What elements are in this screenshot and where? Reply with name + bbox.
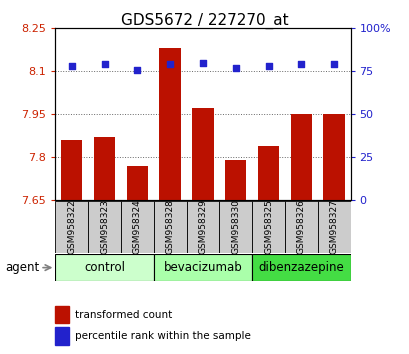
Text: GSM958327: GSM958327 <box>329 199 338 255</box>
Bar <box>225 160 246 200</box>
Point <box>68 63 75 69</box>
Text: GSM958330: GSM958330 <box>231 199 240 255</box>
Bar <box>88 201 121 253</box>
Bar <box>55 306 68 323</box>
Text: agent: agent <box>5 261 39 274</box>
Bar <box>284 201 317 253</box>
Bar <box>55 254 153 281</box>
Text: GSM958325: GSM958325 <box>263 199 272 255</box>
Point <box>101 62 108 67</box>
Bar <box>153 254 252 281</box>
Bar <box>186 201 219 253</box>
Bar <box>153 201 186 253</box>
Text: GDS5672 / 227270_at: GDS5672 / 227270_at <box>121 12 288 29</box>
Text: GSM958323: GSM958323 <box>100 199 109 255</box>
Bar <box>55 201 88 253</box>
Bar <box>61 140 82 200</box>
Point <box>232 65 238 71</box>
Bar <box>252 254 350 281</box>
Bar <box>290 114 311 200</box>
Bar <box>317 201 350 253</box>
Bar <box>219 201 252 253</box>
Point <box>166 62 173 67</box>
Text: percentile rank within the sample: percentile rank within the sample <box>74 331 250 341</box>
Point <box>297 62 304 67</box>
Point <box>265 63 271 69</box>
Text: bevacizumab: bevacizumab <box>163 261 242 274</box>
Text: GSM958326: GSM958326 <box>296 199 305 255</box>
Bar <box>126 166 148 200</box>
Bar <box>94 137 115 200</box>
Bar <box>159 48 180 200</box>
Text: dibenzazepine: dibenzazepine <box>258 261 344 274</box>
Text: GSM958328: GSM958328 <box>165 199 174 255</box>
Bar <box>323 114 344 200</box>
Point <box>134 67 140 72</box>
Text: control: control <box>84 261 125 274</box>
Text: GSM958322: GSM958322 <box>67 200 76 254</box>
Text: transformed count: transformed count <box>74 310 171 320</box>
Bar <box>55 327 68 345</box>
Text: GSM958324: GSM958324 <box>133 200 142 254</box>
Bar <box>192 108 213 200</box>
Bar <box>121 201 153 253</box>
Bar <box>252 201 284 253</box>
Text: GSM958329: GSM958329 <box>198 199 207 255</box>
Bar <box>257 145 279 200</box>
Point <box>330 62 337 67</box>
Point <box>199 60 206 65</box>
